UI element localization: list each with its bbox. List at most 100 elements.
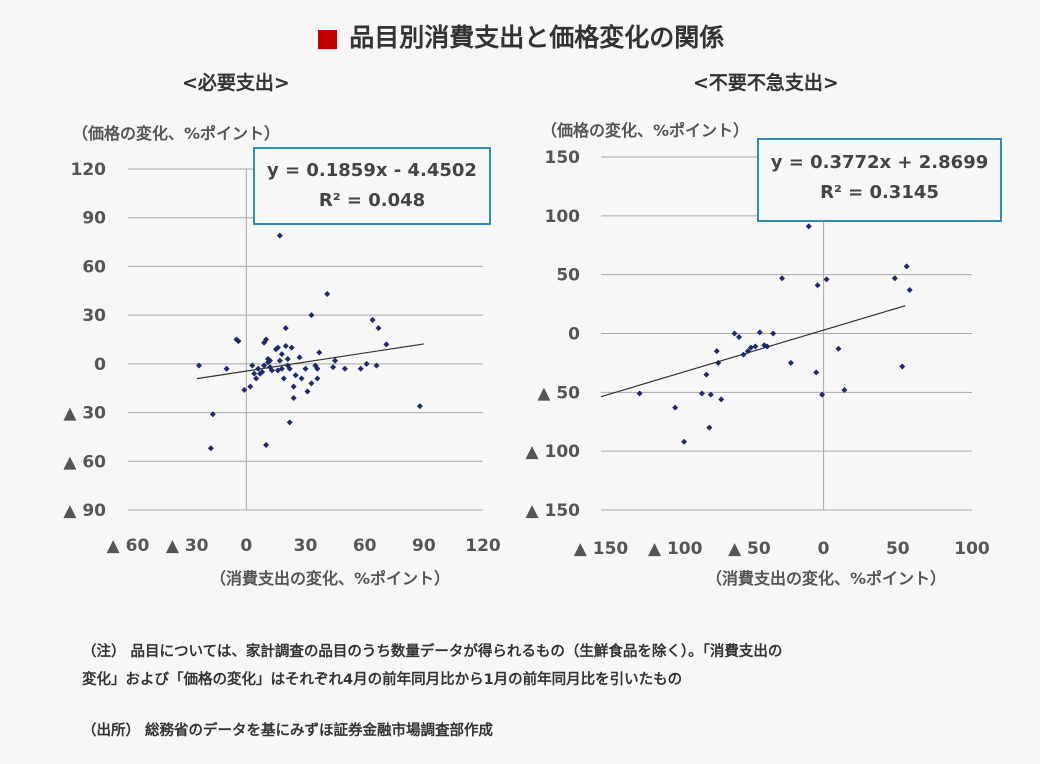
left-data-point xyxy=(357,365,364,372)
left-data-point xyxy=(267,357,273,364)
right-data-point xyxy=(747,344,754,351)
left-data-point xyxy=(302,365,309,372)
left-data-point xyxy=(282,325,289,332)
left-y-axis-label: （価格の変化、%ポイント） xyxy=(72,124,281,143)
right-data-point xyxy=(903,263,910,270)
title-text: 品目別消費支出と価格変化の関係 xyxy=(349,23,725,52)
right-data-point xyxy=(718,396,725,403)
left-data-point xyxy=(314,365,321,372)
left-data-point xyxy=(263,336,270,343)
left-x-axis-label: （消費支出の変化、%ポイント） xyxy=(210,569,451,588)
title-marker-square: ■ xyxy=(315,23,340,52)
right-data-point xyxy=(707,391,714,398)
left-data-point xyxy=(298,375,305,382)
left-data-point xyxy=(373,362,380,369)
left-panel-title: <必要支出> xyxy=(182,72,290,94)
left-data-point xyxy=(288,344,295,351)
right-data-point xyxy=(713,348,720,355)
right-data-point xyxy=(770,330,777,337)
left-data-point xyxy=(290,383,297,390)
right-y-axis-label: （価格の変化、%ポイント） xyxy=(541,121,750,140)
note-line-2: 変化」および「価格の変化」はそれぞれ4月の前年同月比から1月の前年同月比を引いた… xyxy=(82,672,683,688)
right-data-point xyxy=(813,369,820,376)
left-data-point xyxy=(276,232,283,239)
left-data-point xyxy=(278,365,285,372)
left-data-point xyxy=(276,357,283,364)
left-data-point xyxy=(261,362,268,369)
left-equation-box: y = 0.1859x - 4.4502 R² = 0.048 xyxy=(253,147,491,225)
left-data-point xyxy=(296,354,303,361)
left-data-point xyxy=(247,383,254,390)
right-y-tick-label: ▲ 100 xyxy=(526,442,581,462)
left-data-point xyxy=(375,325,382,332)
left-y-tick-label: ▲ 60 xyxy=(63,452,106,472)
left-data-point xyxy=(383,341,390,348)
left-y-tick-label: 0 xyxy=(94,355,106,375)
right-panel-title: <不要不急支出> xyxy=(693,72,839,94)
left-data-point xyxy=(280,375,287,382)
right-data-point xyxy=(740,351,747,358)
left-trendline xyxy=(196,343,424,380)
left-data-point xyxy=(268,367,275,374)
right-data-point xyxy=(814,282,821,289)
right-data-point xyxy=(823,276,830,283)
chart-title: ■ 品目別消費支出と価格変化の関係 xyxy=(0,18,1040,54)
right-y-tick-label: 100 xyxy=(545,207,581,227)
left-data-point xyxy=(316,349,323,356)
left-data-point xyxy=(274,344,281,351)
left-data-point xyxy=(251,370,258,377)
left-data-point xyxy=(286,365,293,372)
right-data-point xyxy=(698,390,705,397)
right-y-tick-label: 0 xyxy=(568,325,580,345)
left-r-squared: R² = 0.048 xyxy=(318,190,426,211)
source-note: （出所） 総務省のデータを基にみずほ証券金融市場調査部作成 xyxy=(82,723,494,739)
left-data-point xyxy=(249,362,256,369)
left-x-tick-label: 30 xyxy=(294,536,318,556)
right-x-tick-label: 50 xyxy=(886,539,910,559)
left-data-point xyxy=(332,357,339,364)
left-y-tick-label: 120 xyxy=(71,160,107,180)
right-data-point xyxy=(681,438,688,445)
left-data-point xyxy=(284,355,291,362)
right-data-point xyxy=(891,275,898,282)
left-data-point xyxy=(223,365,230,372)
right-x-axis-label: （消費支出の変化、%ポイント） xyxy=(706,569,947,588)
left-data-point xyxy=(314,375,321,382)
right-data-point xyxy=(703,371,710,378)
right-y-tick-label: ▲ 50 xyxy=(537,383,580,403)
left-x-tick-label: ▲ 30 xyxy=(166,536,209,556)
left-y-tick-label: 30 xyxy=(82,306,106,326)
right-x-tick-label: ▲ 150 xyxy=(574,539,629,559)
left-x-tick-label: 0 xyxy=(240,536,252,556)
right-data-point xyxy=(752,343,759,350)
right-y-tick-label: 150 xyxy=(545,148,581,168)
right-y-tick-label: 50 xyxy=(556,266,580,286)
left-data-point xyxy=(308,380,315,387)
right-data-point xyxy=(805,223,812,230)
left-data-point xyxy=(292,372,299,379)
left-data-point xyxy=(330,364,337,371)
right-equation-box: y = 0.3772x + 2.8699 R² = 0.3145 xyxy=(757,138,1002,222)
right-x-tick-label: ▲ 50 xyxy=(728,539,771,559)
right-data-point xyxy=(779,275,786,282)
left-data-point xyxy=(209,411,216,418)
left-data-point xyxy=(324,291,331,298)
right-data-point xyxy=(756,329,763,336)
left-data-point xyxy=(196,362,202,369)
left-data-point xyxy=(369,317,376,324)
right-equation: y = 0.3772x + 2.8699 xyxy=(770,152,989,173)
right-data-point xyxy=(636,390,643,397)
right-data-point xyxy=(841,386,848,393)
left-data-point xyxy=(286,419,293,426)
note-line-1: （注） 品目については、家計調査の品目のうち数量データが得られるもの（生鮮食品を… xyxy=(82,644,783,660)
left-data-point xyxy=(282,342,289,349)
left-data-point xyxy=(253,375,260,382)
left-data-point xyxy=(341,365,348,372)
right-trendline xyxy=(600,305,906,398)
left-x-tick-label: ▲ 60 xyxy=(107,536,150,556)
left-x-tick-label: 120 xyxy=(465,536,501,556)
left-data-point xyxy=(416,403,423,410)
left-data-point xyxy=(308,312,315,319)
right-y-tick-label: ▲ 150 xyxy=(526,501,581,521)
left-data-point xyxy=(278,351,285,358)
